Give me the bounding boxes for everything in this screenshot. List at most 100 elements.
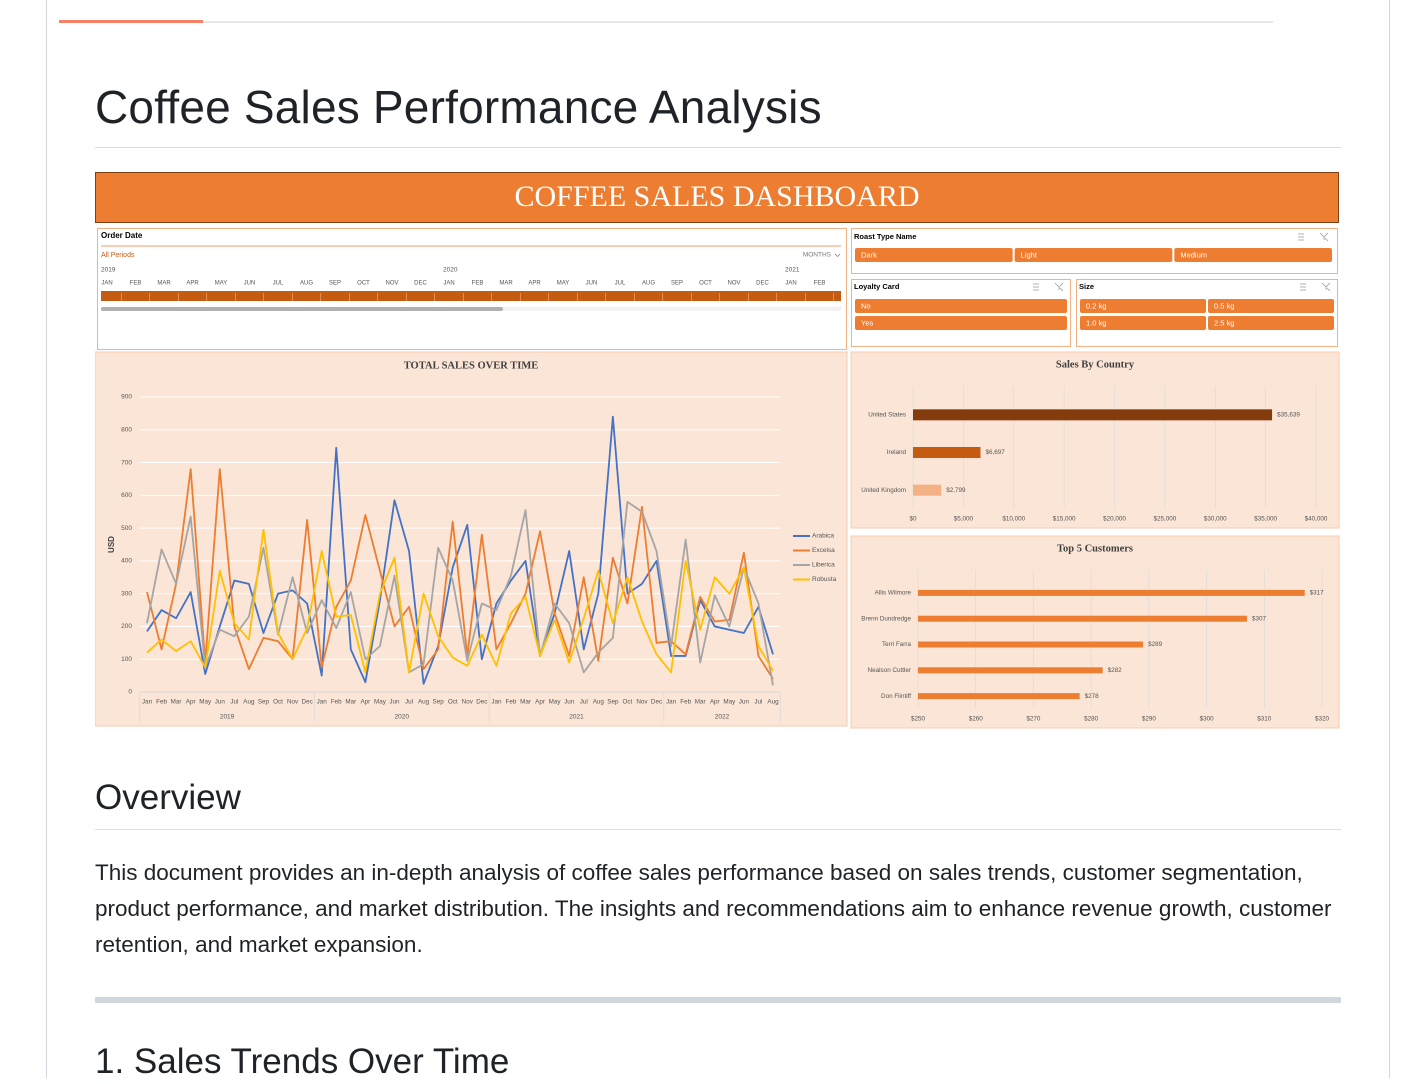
y-tick-label: 900	[121, 394, 132, 401]
x-tick-label: Sep	[433, 699, 445, 706]
bar	[913, 409, 1273, 421]
timeline-month: AUG	[300, 281, 313, 287]
timeline-filter: All Periods	[101, 252, 135, 259]
x-tick-label: $250	[911, 716, 926, 723]
slicer-item-label: 2.5 kg	[1214, 318, 1234, 327]
timeline-month: OCT	[699, 281, 712, 287]
chart-title: Top 5 Customers	[1057, 543, 1133, 554]
series-line	[146, 500, 774, 686]
series-line	[146, 415, 774, 685]
value-label: $6,697	[985, 449, 1005, 456]
y-tick-label: 800	[121, 426, 132, 433]
active-tab-indicator	[59, 20, 203, 23]
x-tick-label: Jun	[564, 699, 575, 706]
timeline-month: JAN	[443, 281, 454, 287]
x-tick-label: $10,000	[1002, 516, 1025, 523]
legend-label: Robusta	[812, 576, 837, 583]
x-tick-label: May	[374, 699, 387, 706]
legend-label: Excelsa	[812, 547, 835, 554]
legend-label: Arabica	[812, 533, 834, 540]
category-label: United States	[868, 412, 906, 419]
page-heading: Coffee Sales Performance Analysis	[95, 81, 822, 133]
multi-select-icon	[1298, 233, 1304, 241]
x-tick-label: $300	[1200, 716, 1215, 723]
dashboard-title: COFFEE SALES DASHBOARD	[514, 180, 919, 213]
clear-filter-icon	[1321, 282, 1331, 292]
x-tick-label: Dec	[302, 699, 313, 706]
bar	[918, 667, 1103, 674]
x-tick-label: Jan	[491, 699, 502, 706]
x-tick-label: Jan	[666, 699, 677, 706]
x-tick-label: Jul	[754, 699, 762, 706]
slicer-label: Size	[1079, 282, 1094, 291]
timeline-box	[97, 228, 847, 350]
x-tick-label: $320	[1315, 716, 1330, 723]
y-tick-label: 500	[121, 525, 132, 532]
value-label: $35,639	[1277, 412, 1300, 419]
x-tick-label: $40,000	[1305, 516, 1328, 523]
slicer-item	[855, 299, 1067, 313]
category-label: Don Flintiff	[881, 693, 911, 700]
content-frame	[46, 0, 1390, 1078]
timeline-year: 2020	[443, 267, 458, 274]
x-tick-label: $20,000	[1103, 516, 1126, 523]
scroll-thumb	[101, 307, 503, 311]
x-tick-label: Oct	[623, 699, 633, 706]
slicer-item	[1208, 299, 1334, 313]
value-label: $282	[1108, 667, 1123, 674]
timeline-month: FEB	[130, 281, 142, 287]
timeline-month: JUL	[615, 281, 626, 287]
chart-panel	[95, 351, 848, 727]
x-tick-label: Oct	[448, 699, 458, 706]
slicer-item-label: Yes	[861, 318, 873, 327]
timeline-month: MAR	[157, 281, 171, 287]
y-tick-label: 100	[121, 656, 132, 663]
x-tick-label: Apr	[535, 699, 545, 706]
overview-text: This document provides an in-depth analy…	[95, 860, 1332, 957]
slicer-item-label: 0.2 kg	[1086, 301, 1106, 310]
x-tick-label: $280	[1084, 716, 1099, 723]
timeline-month: JUL	[273, 281, 284, 287]
x-tick-label: May	[549, 699, 562, 706]
x-tick-label: Aug	[418, 699, 430, 706]
x-tick-label: $0	[909, 516, 917, 523]
value-label: $307	[1252, 615, 1267, 622]
section-rule	[95, 829, 1341, 830]
value-label: $278	[1085, 693, 1100, 700]
y-axis-label: USD	[107, 536, 116, 553]
x-tick-label: $5,000	[954, 516, 974, 523]
x-tick-label: Oct	[273, 699, 283, 706]
slicer-item-label: Light	[1021, 250, 1038, 259]
timeline-month: MAY	[215, 281, 228, 287]
y-tick-label: 300	[121, 590, 132, 597]
x-tick-label: Feb	[331, 699, 342, 706]
x-tick-label: Mar	[520, 699, 531, 706]
slicer-item-label: No	[861, 301, 871, 310]
slicer-item-label: Dark	[861, 250, 877, 259]
slicer-label: Roast Type Name	[854, 232, 916, 241]
chart-title: Sales By Country	[1056, 359, 1135, 370]
timeline-year: 2019	[101, 267, 116, 274]
x-tick-label: $35,000	[1254, 516, 1277, 523]
slicer-item-label: 1.0 kg	[1086, 318, 1106, 327]
x-tick-label: $15,000	[1053, 516, 1076, 523]
x-tick-label: $30,000	[1204, 516, 1227, 523]
timeline-month: JUN	[244, 281, 256, 287]
dashboard-banner	[95, 172, 1339, 223]
section-heading: 1. Sales Trends Over Time	[95, 1042, 510, 1081]
section-heading: Overview	[95, 778, 241, 817]
timeline-month: JAN	[785, 281, 796, 287]
timeline-month: AUG	[642, 281, 655, 287]
timeline-month: FEB	[814, 281, 826, 287]
timeline-month: NOV	[385, 281, 398, 287]
multi-select-icon	[1033, 283, 1039, 291]
x-tick-label: Dec	[651, 699, 662, 706]
y-tick-label: 0	[128, 689, 132, 696]
timeline-month: FEB	[472, 281, 484, 287]
x-tick-label: Mar	[345, 699, 356, 706]
timeline-label: Order Date	[101, 231, 143, 240]
timeline-month: OCT	[357, 281, 370, 287]
timeline-month: MAR	[499, 281, 513, 287]
timeline-month: NOV	[727, 281, 740, 287]
series-line	[146, 528, 774, 674]
